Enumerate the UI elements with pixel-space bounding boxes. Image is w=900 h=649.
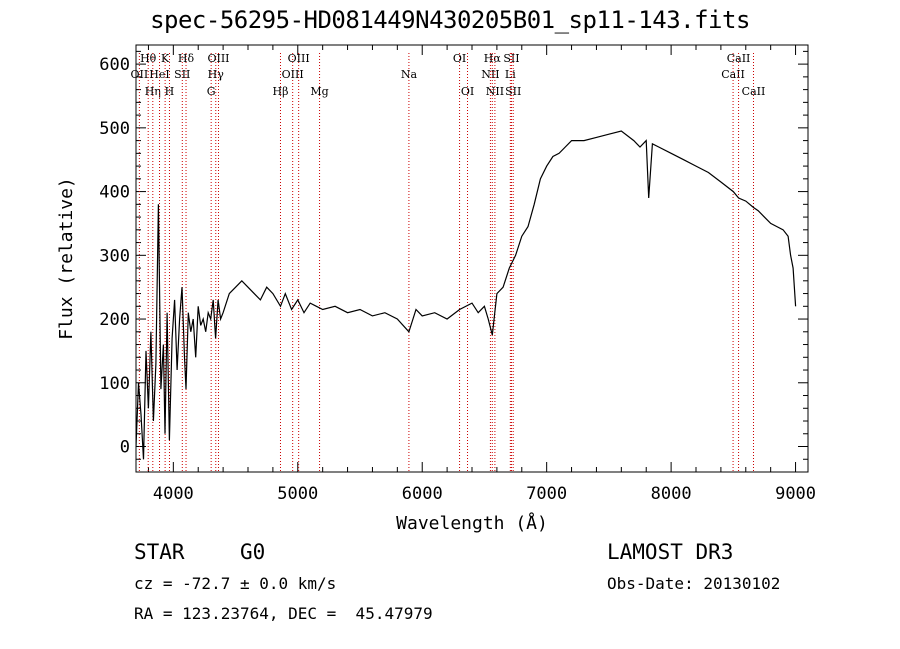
y-tick-label: 300	[99, 246, 130, 266]
line-label: CaII	[742, 85, 766, 98]
chart-title: spec-56295-HD081449N430205B01_sp11-143.f…	[150, 6, 750, 34]
observation-date: Obs-Date: 20130102	[607, 574, 781, 593]
line-label: Hη	[145, 85, 161, 98]
line-label: Hγ	[208, 68, 225, 81]
line-label: G	[207, 85, 216, 98]
line-label: OI	[453, 52, 466, 65]
y-tick-label: 200	[99, 310, 130, 330]
line-label: OI	[461, 85, 474, 98]
ra-dec: RA = 123.23764, DEC = 45.47979	[134, 604, 433, 623]
line-label: Hβ	[273, 85, 289, 98]
y-tick-label: 500	[99, 119, 130, 139]
x-tick-label: 9000	[775, 484, 816, 504]
line-label: Na	[401, 68, 418, 81]
line-label: NII	[481, 68, 499, 81]
redshift-cz: cz = -72.7 ± 0.0 km/s	[134, 574, 337, 593]
line-label: SII	[503, 52, 519, 65]
line-label: Hδ	[178, 52, 195, 65]
line-label: OII	[131, 68, 149, 81]
line-label: HeI	[149, 68, 169, 81]
x-axis-label: Wavelength (Å)	[396, 512, 548, 534]
y-axis-label: Flux (relative)	[56, 177, 77, 340]
line-label: OIII	[288, 52, 310, 65]
line-label: OIII	[207, 52, 229, 65]
y-tick-label: 400	[99, 183, 130, 203]
line-label: OIII	[282, 68, 304, 81]
line-label: CaII	[721, 68, 745, 81]
survey-name: LAMOST DR3	[607, 540, 734, 564]
line-label: H	[165, 85, 175, 98]
line-label: NII	[486, 85, 504, 98]
y-tick-label: 0	[120, 438, 130, 458]
line-label: SII	[505, 85, 521, 98]
line-label: Mg	[310, 85, 328, 98]
x-tick-label: 6000	[402, 484, 443, 504]
x-tick-label: 4000	[153, 484, 194, 504]
y-tick-label: 600	[99, 55, 130, 75]
x-tick-label: 8000	[651, 484, 692, 504]
spectrum-series-0	[136, 130, 797, 460]
line-label: Hθ	[140, 52, 157, 65]
line-label: K	[161, 52, 170, 65]
plot-frame	[135, 44, 809, 473]
x-tick-label: 5000	[277, 484, 318, 504]
line-label: Hα	[484, 52, 502, 65]
object-subclass: G0	[240, 540, 266, 564]
y-tick-label: 100	[99, 374, 130, 394]
object-class: STAR	[134, 540, 185, 564]
x-tick-label: 7000	[526, 484, 567, 504]
line-label: SII	[174, 68, 190, 81]
line-label: Li	[505, 68, 516, 81]
line-label: CaII	[727, 52, 751, 65]
